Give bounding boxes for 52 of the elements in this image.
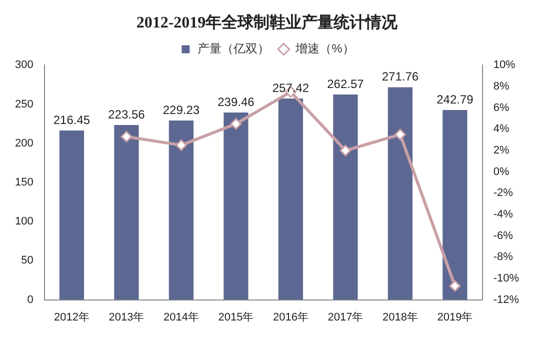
y-tick-label: 300 — [14, 59, 34, 72]
data-label: 223.56 — [108, 107, 146, 122]
bar — [168, 120, 194, 300]
point — [120, 130, 132, 142]
x-tick-label: 2017年 — [328, 311, 364, 324]
x-tick-label: 2013年 — [108, 311, 144, 324]
bar — [224, 112, 248, 300]
y2-tick-label: -8% — [493, 251, 514, 264]
y2-tick-label: -6% — [493, 230, 514, 242]
legend-label: 增速（%） — [294, 42, 354, 56]
x-tick-label: 2016年 — [272, 311, 308, 324]
y-tick-label: 150 — [14, 176, 34, 189]
y-tick-label: 50 — [21, 254, 34, 267]
data-label: 242.79 — [436, 92, 474, 106]
point — [449, 280, 461, 292]
y-tick-label: 250 — [14, 98, 34, 110]
bar — [442, 110, 468, 300]
data-label: 229.23 — [162, 102, 200, 117]
point — [230, 118, 242, 130]
x-tick-label: 2012年 — [54, 311, 90, 324]
x-tick-label: 2018年 — [382, 311, 418, 324]
y-tick-label: 100 — [14, 216, 34, 228]
y-tick-label: 200 — [14, 137, 34, 150]
y2-tick-label: 10% — [493, 59, 516, 72]
y2-tick-label: 2% — [493, 144, 510, 157]
y-tick-label: 0 — [27, 294, 34, 306]
data-label: 257.42 — [272, 80, 310, 95]
y2-tick-label: 8% — [493, 80, 510, 93]
point — [175, 139, 187, 151]
x-tick-label: 2015年 — [218, 311, 254, 324]
y2-tick-label: 4% — [493, 123, 510, 136]
data-label: 271.76 — [382, 70, 419, 84]
data-label: 239.46 — [218, 94, 255, 109]
x-tick-label: 2019年 — [437, 311, 473, 324]
x-tick-label: 2014年 — [163, 311, 199, 324]
point — [394, 128, 406, 140]
y2-tick-label: -4% — [493, 208, 514, 221]
bar — [114, 124, 139, 300]
point — [340, 144, 352, 156]
data-label: 216.45 — [53, 112, 90, 127]
bar — [278, 98, 304, 300]
y2-tick-label: 0% — [493, 166, 510, 178]
bar — [388, 87, 413, 300]
chart-title: 2012-2019年全球制鞋业产量统计情况 — [136, 14, 399, 32]
bar — [333, 94, 358, 300]
y2-tick-label: -12% — [493, 294, 520, 306]
y2-tick-label: -2% — [493, 187, 514, 200]
bar — [59, 130, 84, 300]
legend-label: 产量（亿双） — [198, 42, 270, 56]
data-label: 262.57 — [327, 76, 364, 91]
y2-tick-label: -10% — [493, 272, 520, 285]
y2-tick-label: 6% — [493, 102, 510, 114]
